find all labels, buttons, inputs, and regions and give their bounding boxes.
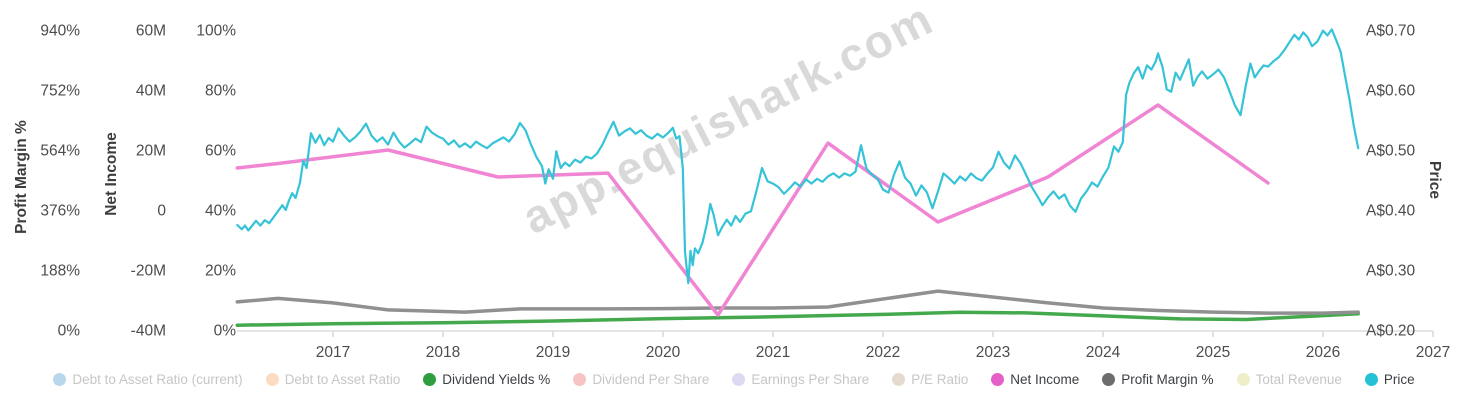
series-line-net-income xyxy=(235,103,1270,317)
y-tick-label-percent: 20% xyxy=(205,263,236,280)
y-tick-label-profit_margin: 564% xyxy=(40,143,80,160)
legend-label-net-income: Net Income xyxy=(1010,372,1080,387)
x-tick-label: 2020 xyxy=(646,344,681,361)
legend-dot-earnings-per-share xyxy=(732,373,746,386)
y-tick-label-net_income: 40M xyxy=(136,83,166,100)
y-tick-label-profit_margin: 940% xyxy=(40,23,80,40)
x-tick-label: 2019 xyxy=(536,344,570,361)
y-tick-label-price: A$0.70 xyxy=(1366,23,1416,40)
legend-item-debt-to-asset-ratio[interactable]: Debt to Asset Ratio xyxy=(265,372,401,387)
legend-dot-debt-to-asset-ratio xyxy=(265,373,279,386)
x-tick-label: 2021 xyxy=(756,344,790,361)
y-tick-label-profit_margin: 376% xyxy=(40,203,80,220)
y-tick-label-profit_margin: 0% xyxy=(58,323,81,340)
chart-canvas: app.equishark.com 2017 2018 2019 2020 2021 202… xyxy=(13,0,1450,361)
axis-title-profit_margin: Profit Margin % xyxy=(13,120,30,234)
x-tick-label: 2023 xyxy=(976,344,1010,361)
series-line-price xyxy=(236,28,1360,285)
y-tick-label-percent: 100% xyxy=(196,23,236,40)
x-tick-label: 2017 xyxy=(316,344,350,361)
legend-dot-debt-to-asset-ratio-current xyxy=(53,373,67,386)
y-tick-label-profit_margin: 752% xyxy=(40,83,80,100)
watermark: app.equishark.com xyxy=(514,0,941,244)
legend-item-net-income[interactable]: Net Income xyxy=(991,372,1079,387)
legend-item-earnings-per-share[interactable]: Earnings Per Share xyxy=(732,372,869,387)
series-line-dividend-yields xyxy=(235,310,1360,327)
y-tick-label-percent: 40% xyxy=(205,203,236,220)
legend-label-debt-to-asset-ratio-current: Debt to Asset Ratio (current) xyxy=(72,372,243,387)
legend-item-profit-margin[interactable]: Profit Margin % xyxy=(1102,372,1214,387)
legend-dot-net-income xyxy=(991,373,1005,386)
legend-label-total-revenue: Total Revenue xyxy=(1255,372,1342,387)
y-tick-label-price: A$0.30 xyxy=(1366,263,1416,280)
legend-item-dividend-yields[interactable]: Dividend Yields % xyxy=(423,372,550,387)
legend-label-profit-margin: Profit Margin % xyxy=(1121,372,1214,387)
legend-label-p-e-ratio: P/E Ratio xyxy=(911,372,969,387)
y-tick-label-net_income: 60M xyxy=(136,23,166,40)
legend-dot-dividend-per-share xyxy=(573,373,587,386)
y-tick-label-percent: 60% xyxy=(205,143,236,160)
y-tick-label-price: A$0.50 xyxy=(1366,143,1416,160)
y-tick-label-net_income: -40M xyxy=(131,323,166,340)
legend-label-dividend-per-share: Dividend Per Share xyxy=(592,372,710,387)
legend-label-dividend-yields: Dividend Yields % xyxy=(442,372,551,387)
legend-dot-dividend-yields xyxy=(423,373,437,386)
legend-dot-total-revenue xyxy=(1236,373,1250,386)
legend-label-price: Price xyxy=(1383,372,1415,387)
x-tick-label: 2022 xyxy=(866,344,900,361)
series-line-profit-margin xyxy=(235,289,1360,315)
x-tick-label: 2018 xyxy=(426,344,460,361)
x-tick-label: 2024 xyxy=(1086,344,1121,361)
y-tick-label-price: A$0.20 xyxy=(1366,323,1416,340)
legend-item-p-e-ratio[interactable]: P/E Ratio xyxy=(892,372,968,387)
x-tick-label: 2026 xyxy=(1306,344,1340,361)
legend-item-total-revenue[interactable]: Total Revenue xyxy=(1236,372,1342,387)
y-tick-label-profit_margin: 188% xyxy=(40,263,80,280)
chart-legend: Debt to Asset Ratio (current) Debt to Ass… xyxy=(0,372,1468,387)
y-tick-label-net_income: 0 xyxy=(157,203,166,220)
y-tick-label-percent: 0% xyxy=(214,323,237,340)
legend-dot-price xyxy=(1364,373,1378,386)
legend-item-price[interactable]: Price xyxy=(1364,372,1415,387)
legend-dot-profit-margin xyxy=(1102,373,1116,386)
legend-dot-p-e-ratio xyxy=(892,373,906,386)
y-tick-label-price: A$0.60 xyxy=(1366,83,1416,100)
legend-label-earnings-per-share: Earnings Per Share xyxy=(751,372,870,387)
y-tick-label-percent: 80% xyxy=(205,83,236,100)
axis-title-price: Price xyxy=(1426,161,1443,199)
x-tick-label: 2027 xyxy=(1416,344,1450,361)
legend-label-debt-to-asset-ratio: Debt to Asset Ratio xyxy=(284,372,401,387)
y-tick-label-net_income: 20M xyxy=(136,143,166,160)
legend-item-debt-to-asset-ratio-current[interactable]: Debt to Asset Ratio (current) xyxy=(53,372,243,387)
legend-item-dividend-per-share[interactable]: Dividend Per Share xyxy=(573,372,709,387)
x-tick-label: 2025 xyxy=(1196,344,1230,361)
axis-title-net_income: Net Income xyxy=(103,132,120,216)
y-tick-label-price: A$0.40 xyxy=(1366,203,1416,220)
y-tick-label-net_income: -20M xyxy=(131,263,166,280)
